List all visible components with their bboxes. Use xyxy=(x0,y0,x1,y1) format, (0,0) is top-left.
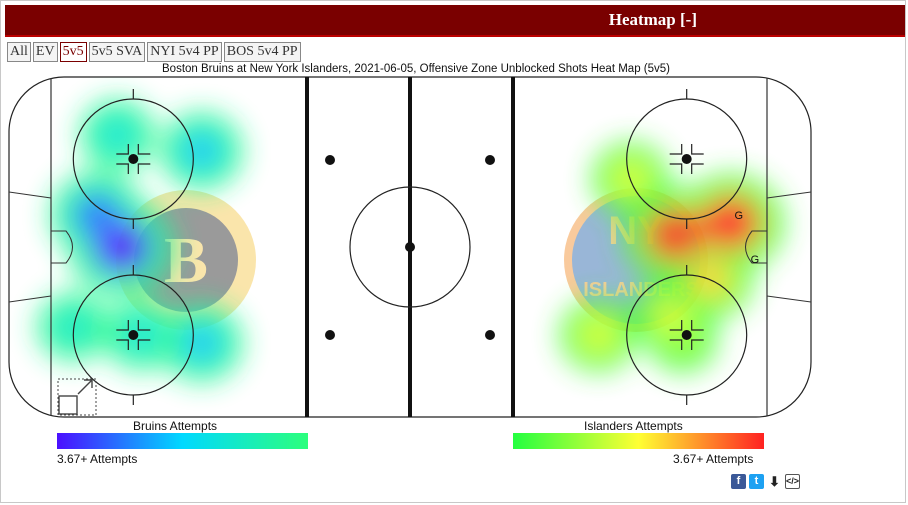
faceoff-circles xyxy=(72,89,748,405)
goal-marker-0: G xyxy=(735,210,744,222)
chart-title: Boston Bruins at New York Islanders, 202… xyxy=(162,63,670,75)
faceoff-dot-3 xyxy=(681,330,692,340)
tab-5v5-sva[interactable]: 5v5 SVA xyxy=(88,42,146,62)
panel-header[interactable]: Heatmap [-] xyxy=(5,5,905,37)
left-goal-crease xyxy=(51,230,73,264)
expand-icon[interactable] xyxy=(57,378,97,416)
situation-tabs: All EV 5v5 5v5 SVA NYI 5v4 PP BOS 5v4 PP xyxy=(7,42,301,62)
left-heat-core-3 xyxy=(181,324,222,362)
right-heat-core-5 xyxy=(580,318,617,352)
left-heat-core-2 xyxy=(181,132,222,170)
goal-markers: GG xyxy=(735,210,760,266)
faceoff-dot-1 xyxy=(128,330,139,340)
islanders-scale-label: 3.67+ Attempts xyxy=(673,452,754,466)
embed-code-icon[interactable]: </> xyxy=(785,474,800,489)
share-toolbar: f t ⬇ </> xyxy=(731,474,800,489)
right-heat-core-6 xyxy=(668,325,698,353)
goal-marker-1: G xyxy=(751,254,760,266)
tab-ev[interactable]: EV xyxy=(32,42,58,62)
left-heat-core-1 xyxy=(72,192,122,238)
left-heat-core-5 xyxy=(124,319,159,351)
tab-all[interactable]: All xyxy=(7,42,31,62)
tab-bos-5v4-pp[interactable]: BOS 5v4 PP xyxy=(223,42,301,62)
islanders-legend-title: Islanders Attempts xyxy=(584,419,683,433)
bruins-scale-label: 3.67+ Attempts xyxy=(57,452,138,466)
islanders-color-scale xyxy=(513,433,764,449)
bruins-color-scale xyxy=(57,433,308,449)
right-heat-core-2 xyxy=(689,259,732,299)
rink-heatmap: B NY ISLANDERS xyxy=(8,76,812,418)
panel-title[interactable]: Heatmap [-] xyxy=(608,10,697,29)
faceoff-dot-0 xyxy=(128,154,139,164)
tab-nyi-5v4-pp[interactable]: NYI 5v4 PP xyxy=(147,42,222,62)
twitter-icon[interactable]: t xyxy=(749,474,764,489)
right-heat-core-1 xyxy=(645,208,704,262)
download-icon[interactable]: ⬇ xyxy=(767,474,782,489)
left-heat-core-4 xyxy=(100,119,135,151)
faceoff-dot-2 xyxy=(681,154,692,164)
tab-5v5[interactable]: 5v5 xyxy=(59,42,87,62)
right-heat-core-0 xyxy=(700,195,761,251)
bruins-legend-title: Bruins Attempts xyxy=(133,419,218,433)
right-heat-core-3 xyxy=(652,298,689,332)
left-heat-core-6 xyxy=(57,312,89,342)
right-goal-crease xyxy=(745,230,767,264)
center-circle xyxy=(349,186,471,308)
facebook-icon[interactable]: f xyxy=(731,474,746,489)
